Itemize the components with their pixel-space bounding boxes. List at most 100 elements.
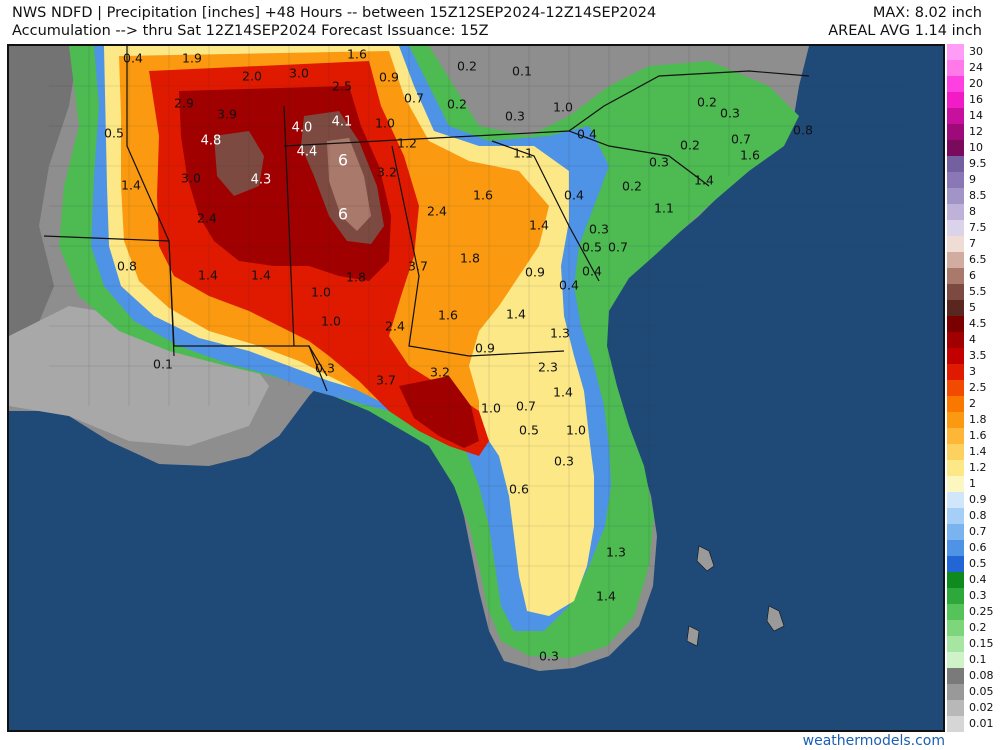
land-west-dark bbox=[9, 46, 79, 356]
legend-swatch bbox=[947, 636, 964, 652]
precip-value-label: 1.1 bbox=[654, 200, 674, 216]
precip-value-label: 2.4 bbox=[427, 203, 447, 219]
legend-entry: 6 bbox=[947, 268, 1000, 284]
precip-value-label: 0.3 bbox=[554, 453, 574, 469]
legend-entry: 4 bbox=[947, 332, 1000, 348]
map-title-line-1: NWS NDFD | Precipitation [inches] +48 Ho… bbox=[12, 5, 657, 21]
precip-value-label: 2.0 bbox=[242, 68, 262, 84]
legend-label: 1.2 bbox=[969, 461, 987, 474]
precip-value-label: 4.4 bbox=[296, 144, 318, 160]
precip-value-label: 0.3 bbox=[649, 154, 669, 170]
legend-swatch bbox=[947, 508, 964, 524]
legend-entry: 1.2 bbox=[947, 460, 1000, 476]
precip-value-label: 1.6 bbox=[438, 307, 458, 323]
precip-value-label: 1.6 bbox=[740, 147, 760, 163]
legend-label: 12 bbox=[969, 125, 983, 138]
legend-swatch bbox=[947, 716, 964, 732]
legend-label: 0.2 bbox=[969, 621, 987, 634]
areal-average-text: AREAL AVG 1.14 inch bbox=[828, 23, 982, 39]
precip-value-label: 0.2 bbox=[457, 58, 477, 74]
legend-label: 10 bbox=[969, 141, 983, 154]
precip-value-label: 1.0 bbox=[311, 284, 331, 300]
legend-swatch bbox=[947, 588, 964, 604]
legend-entry: 24 bbox=[947, 60, 1000, 76]
legend-entry: 0.6 bbox=[947, 540, 1000, 556]
precip-value-label: 1.4 bbox=[694, 172, 714, 188]
legend-entry: 0.25 bbox=[947, 604, 1000, 620]
legend-label: 5 bbox=[969, 301, 976, 314]
precip-value-label: 0.3 bbox=[589, 221, 609, 237]
precip-value-label: 1.6 bbox=[347, 46, 367, 62]
precip-value-label: 0.4 bbox=[582, 263, 602, 279]
legend-swatch bbox=[947, 332, 964, 348]
legend-label: 1.8 bbox=[969, 413, 987, 426]
precip-value-label: 0.9 bbox=[525, 264, 545, 280]
legend-swatch bbox=[947, 364, 964, 380]
legend-label: 0.25 bbox=[969, 605, 994, 618]
legend-label: 2.5 bbox=[969, 381, 987, 394]
legend-swatch bbox=[947, 604, 964, 620]
color-legend: 30 24 20 16 14 12 10 9.5 9 8.5 8 7.5 7 6.5 6 5.5 5 4.5 4 3.… bbox=[947, 44, 1000, 732]
legend-entry: 3 bbox=[947, 364, 1000, 380]
legend-entry: 0.05 bbox=[947, 684, 1000, 700]
islands bbox=[686, 545, 785, 647]
precip-value-label: 3.0 bbox=[289, 65, 309, 81]
precip-value-label: 0.4 bbox=[564, 187, 584, 203]
legend-swatch bbox=[947, 124, 964, 140]
legend-entry: 8.5 bbox=[947, 188, 1000, 204]
legend-entry: 5 bbox=[947, 300, 1000, 316]
legend-swatch bbox=[947, 236, 964, 252]
precip-value-label: 1.3 bbox=[550, 325, 570, 341]
precip-value-label: 3.2 bbox=[377, 164, 397, 180]
precip-value-label: 0.7 bbox=[731, 131, 751, 147]
legend-label: 3.5 bbox=[969, 349, 987, 362]
legend-swatch bbox=[947, 700, 964, 716]
legend-entry: 0.08 bbox=[947, 668, 1000, 684]
county-lines bbox=[49, 46, 909, 666]
precip-value-label: 2.9 bbox=[174, 95, 194, 111]
legend-swatch bbox=[947, 444, 964, 460]
legend-swatch bbox=[947, 188, 964, 204]
legend-entry: 9 bbox=[947, 172, 1000, 188]
legend-swatch bbox=[947, 300, 964, 316]
legend-label: 5.5 bbox=[969, 285, 987, 298]
legend-swatch bbox=[947, 220, 964, 236]
credit-text: weathermodels.com bbox=[802, 733, 945, 749]
legend-label: 0.4 bbox=[969, 573, 987, 586]
precip-value-label: 0.1 bbox=[153, 356, 173, 372]
precip-value-label: 4.1 bbox=[331, 114, 353, 130]
legend-label: 0.1 bbox=[969, 653, 987, 666]
legend-entry: 9.5 bbox=[947, 156, 1000, 172]
precip-value-label: 1.4 bbox=[529, 217, 549, 233]
precip-value-label: 0.4 bbox=[577, 126, 597, 142]
legend-label: 0.05 bbox=[969, 685, 994, 698]
legend-swatch bbox=[947, 556, 964, 572]
precip-value-label: 3.2 bbox=[430, 364, 450, 380]
legend-swatch bbox=[947, 524, 964, 540]
precip-value-label: 0.8 bbox=[117, 258, 137, 274]
precip-band-brown-2 bbox=[214, 131, 264, 196]
legend-entry: 3.5 bbox=[947, 348, 1000, 364]
legend-label: 3 bbox=[969, 365, 976, 378]
precip-value-label: 1.0 bbox=[321, 313, 341, 329]
precip-value-label: 4.3 bbox=[250, 172, 272, 188]
legend-label: 0.9 bbox=[969, 493, 987, 506]
legend-entry: 10 bbox=[947, 140, 1000, 156]
legend-label: 4 bbox=[969, 333, 976, 346]
legend-entry: 1.8 bbox=[947, 412, 1000, 428]
state-borders bbox=[43, 46, 810, 392]
legend-swatch bbox=[947, 92, 964, 108]
precip-value-label: 6 bbox=[337, 204, 349, 224]
legend-entry: 0.02 bbox=[947, 700, 1000, 716]
legend-label: 1 bbox=[969, 477, 976, 490]
legend-swatch bbox=[947, 412, 964, 428]
precip-value-label: 1.4 bbox=[251, 267, 271, 283]
legend-swatch bbox=[947, 316, 964, 332]
legend-swatch bbox=[947, 172, 964, 188]
legend-swatch bbox=[947, 108, 964, 124]
precip-value-label: 2.3 bbox=[538, 359, 558, 375]
legend-entry: 12 bbox=[947, 124, 1000, 140]
precip-value-label: 2.4 bbox=[197, 210, 217, 226]
legend-entry: 1 bbox=[947, 476, 1000, 492]
precip-band-darkred-gulf bbox=[399, 376, 479, 448]
